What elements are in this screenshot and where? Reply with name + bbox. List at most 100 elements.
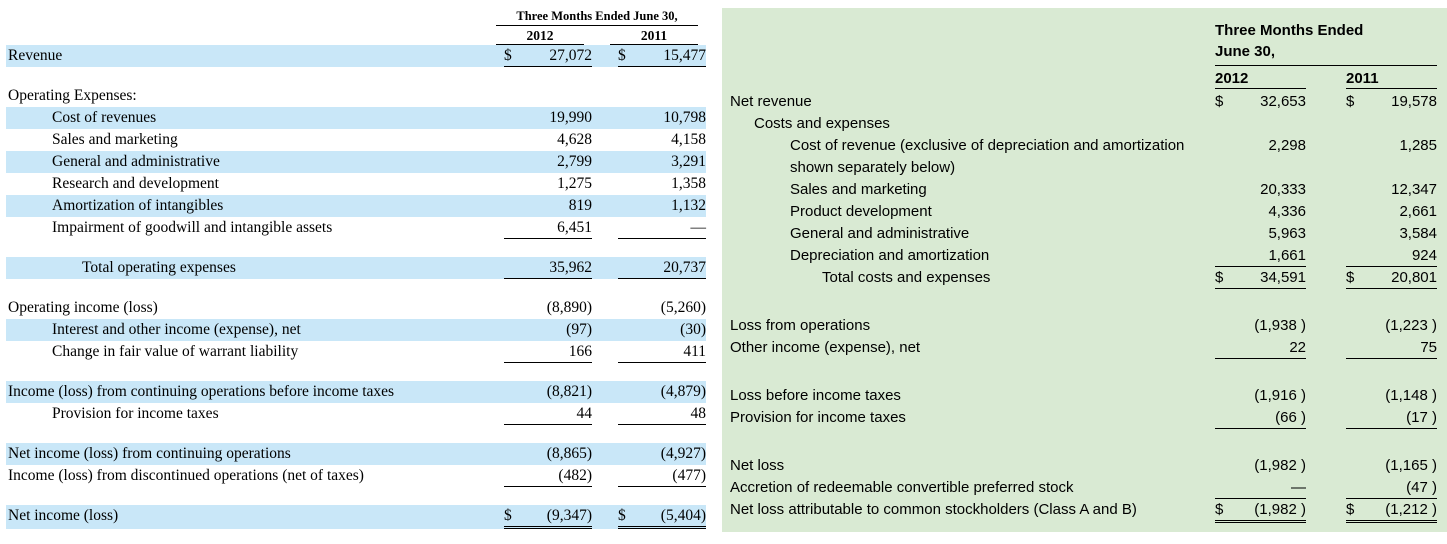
- value-cell-2011: 2,661: [1346, 201, 1437, 222]
- spacer-row: [6, 425, 706, 443]
- row-label: Change in fair value of warrant liabilit…: [52, 343, 299, 360]
- row-label: Revenue: [8, 47, 63, 64]
- amount: 3,584: [1399, 225, 1437, 242]
- value-cell-2012: (482): [504, 465, 592, 487]
- value-cell-2011: 75: [1346, 337, 1437, 359]
- table-row: Net revenue $32,653 $19,578: [730, 91, 1437, 113]
- amount: 3,291: [671, 153, 706, 170]
- value-cell-2012: 819: [504, 195, 592, 216]
- value-cell-2012: 2,799: [504, 151, 592, 172]
- amount: (1,212 ): [1385, 501, 1437, 518]
- value-cell-2011: (477): [618, 465, 706, 487]
- value-cell-2012: 1,275: [504, 173, 592, 194]
- row-label: Product development: [790, 203, 932, 220]
- value-cell-2011: 12,347: [1346, 179, 1437, 200]
- amount: (482): [558, 467, 592, 484]
- spacer-row: [6, 363, 706, 381]
- currency-symbol: $: [1346, 501, 1355, 518]
- amount: 1,661: [1268, 247, 1306, 264]
- amount: 1,358: [671, 175, 706, 192]
- spacer-row: [6, 67, 706, 85]
- spacer-row: [6, 279, 706, 297]
- right-year-2011-header: 2011: [1346, 69, 1437, 89]
- amount: 819: [568, 197, 592, 214]
- row-label: Net loss attributable to common stockhol…: [730, 501, 1137, 518]
- table-row: Change in fair value of warrant liabilit…: [6, 341, 706, 363]
- value-cell-2011: (30): [618, 319, 706, 340]
- table-row: Accretion of redeemable convertible pref…: [730, 477, 1437, 499]
- row-label: Impairment of goodwill and intangible as…: [52, 219, 333, 236]
- right-header-block: Three Months Ended June 30, 2012 2011: [1215, 20, 1437, 91]
- row-label: Interest and other income (expense), net: [52, 321, 301, 338]
- value-cell-2011: 1,132: [618, 195, 706, 216]
- table-row: Loss before income taxes (1,916 ) (1,148 ): [730, 385, 1437, 407]
- currency-symbol: $: [1215, 501, 1224, 518]
- value-cell-2012: 5,963: [1215, 223, 1306, 244]
- value-cell-2011: (5,260): [618, 297, 706, 318]
- amount: 1,285: [1399, 137, 1437, 154]
- row-label: Cost of revenues: [52, 109, 157, 126]
- row-label: Operating income (loss): [8, 299, 158, 316]
- value-cell-2011: —: [618, 217, 706, 239]
- value-cell-2011: 3,291: [618, 151, 706, 172]
- value-cell-2011: $19,578: [1346, 91, 1437, 112]
- amount: 20,801: [1391, 269, 1437, 286]
- currency-symbol: $: [504, 507, 512, 524]
- table-row: Impairment of goodwill and intangible as…: [6, 217, 706, 239]
- amount: 10,798: [663, 109, 706, 126]
- amount: (477): [672, 467, 706, 484]
- value-cell-2011: (4,927): [618, 443, 706, 464]
- spacer-row: [730, 359, 1437, 385]
- value-cell-2012: 44: [504, 403, 592, 425]
- row-label: Provision for income taxes: [730, 409, 906, 426]
- value-cell-2012: $ (1,982 ): [1215, 499, 1306, 523]
- row-label: Sales and marketing: [790, 181, 927, 198]
- amount: 19,578: [1391, 93, 1437, 110]
- currency-symbol: $: [618, 507, 626, 524]
- value-cell-2011: 1,358: [618, 173, 706, 194]
- amount: (1,148 ): [1385, 387, 1437, 404]
- amount: 166: [568, 343, 592, 360]
- value-cell-2011: (1,148 ): [1346, 385, 1437, 406]
- value-cell-2012: 4,628: [504, 129, 592, 150]
- value-cell-2012: (8,890): [504, 297, 592, 318]
- value-cell-2012: 1,661: [1215, 245, 1306, 267]
- currency-symbol: $: [618, 47, 626, 64]
- row-label: Costs and expenses: [754, 115, 890, 132]
- amount: (8,821): [546, 383, 592, 400]
- value-cell-2012: (1,938 ): [1215, 315, 1306, 336]
- value-cell-2012: 20,333: [1215, 179, 1306, 200]
- value-cell-2012: $27,072: [504, 45, 592, 67]
- amount: 35,962: [549, 259, 592, 276]
- row-label: Amortization of intangibles: [52, 197, 224, 214]
- value-cell-2012: —: [1215, 477, 1306, 499]
- amount: 44: [576, 405, 593, 422]
- table-row: Interest and other income (expense), net…: [6, 319, 706, 341]
- row-label: Total costs and expenses: [822, 269, 991, 286]
- value-cell-2011: (1,165 ): [1346, 455, 1437, 476]
- value-cell-2011: $15,477: [618, 45, 706, 67]
- right-period-line2: June 30,: [1215, 43, 1276, 60]
- currency-symbol: $: [1346, 269, 1355, 286]
- row-label: Loss from operations: [730, 317, 871, 334]
- table-row: Depreciation and amortization 1,661 924: [730, 245, 1437, 267]
- table-row: Net income (loss) from continuing operat…: [6, 443, 706, 465]
- amount: (66 ): [1275, 409, 1306, 426]
- left-table-rows: Revenue $27,072 $15,477 Operating Expenses:…: [6, 45, 706, 529]
- value-cell-2012: (97): [504, 319, 592, 340]
- amount: 19,990: [549, 109, 592, 126]
- row-label: Net income (loss) from continuing operat…: [8, 445, 291, 462]
- table-row: Cost of revenues 19,990 10,798: [6, 107, 706, 129]
- row-label: Net revenue: [730, 93, 812, 110]
- value-cell-2011: $ (1,212 ): [1346, 499, 1437, 523]
- row-label: Research and development: [52, 175, 219, 192]
- row-label: Accretion of redeemable convertible pref…: [730, 479, 1074, 496]
- value-cell-2012: $34,591: [1215, 267, 1306, 289]
- table-row: Operating Expenses:: [6, 85, 706, 107]
- amount: 5,963: [1268, 225, 1306, 242]
- table-row: Sales and marketing 20,333 12,347: [730, 179, 1437, 201]
- left-period-header: Three Months Ended June 30,: [496, 8, 698, 26]
- amount: 4,628: [557, 131, 592, 148]
- value-cell-2011: 924: [1346, 245, 1437, 267]
- value-cell-2011: 48: [618, 403, 706, 425]
